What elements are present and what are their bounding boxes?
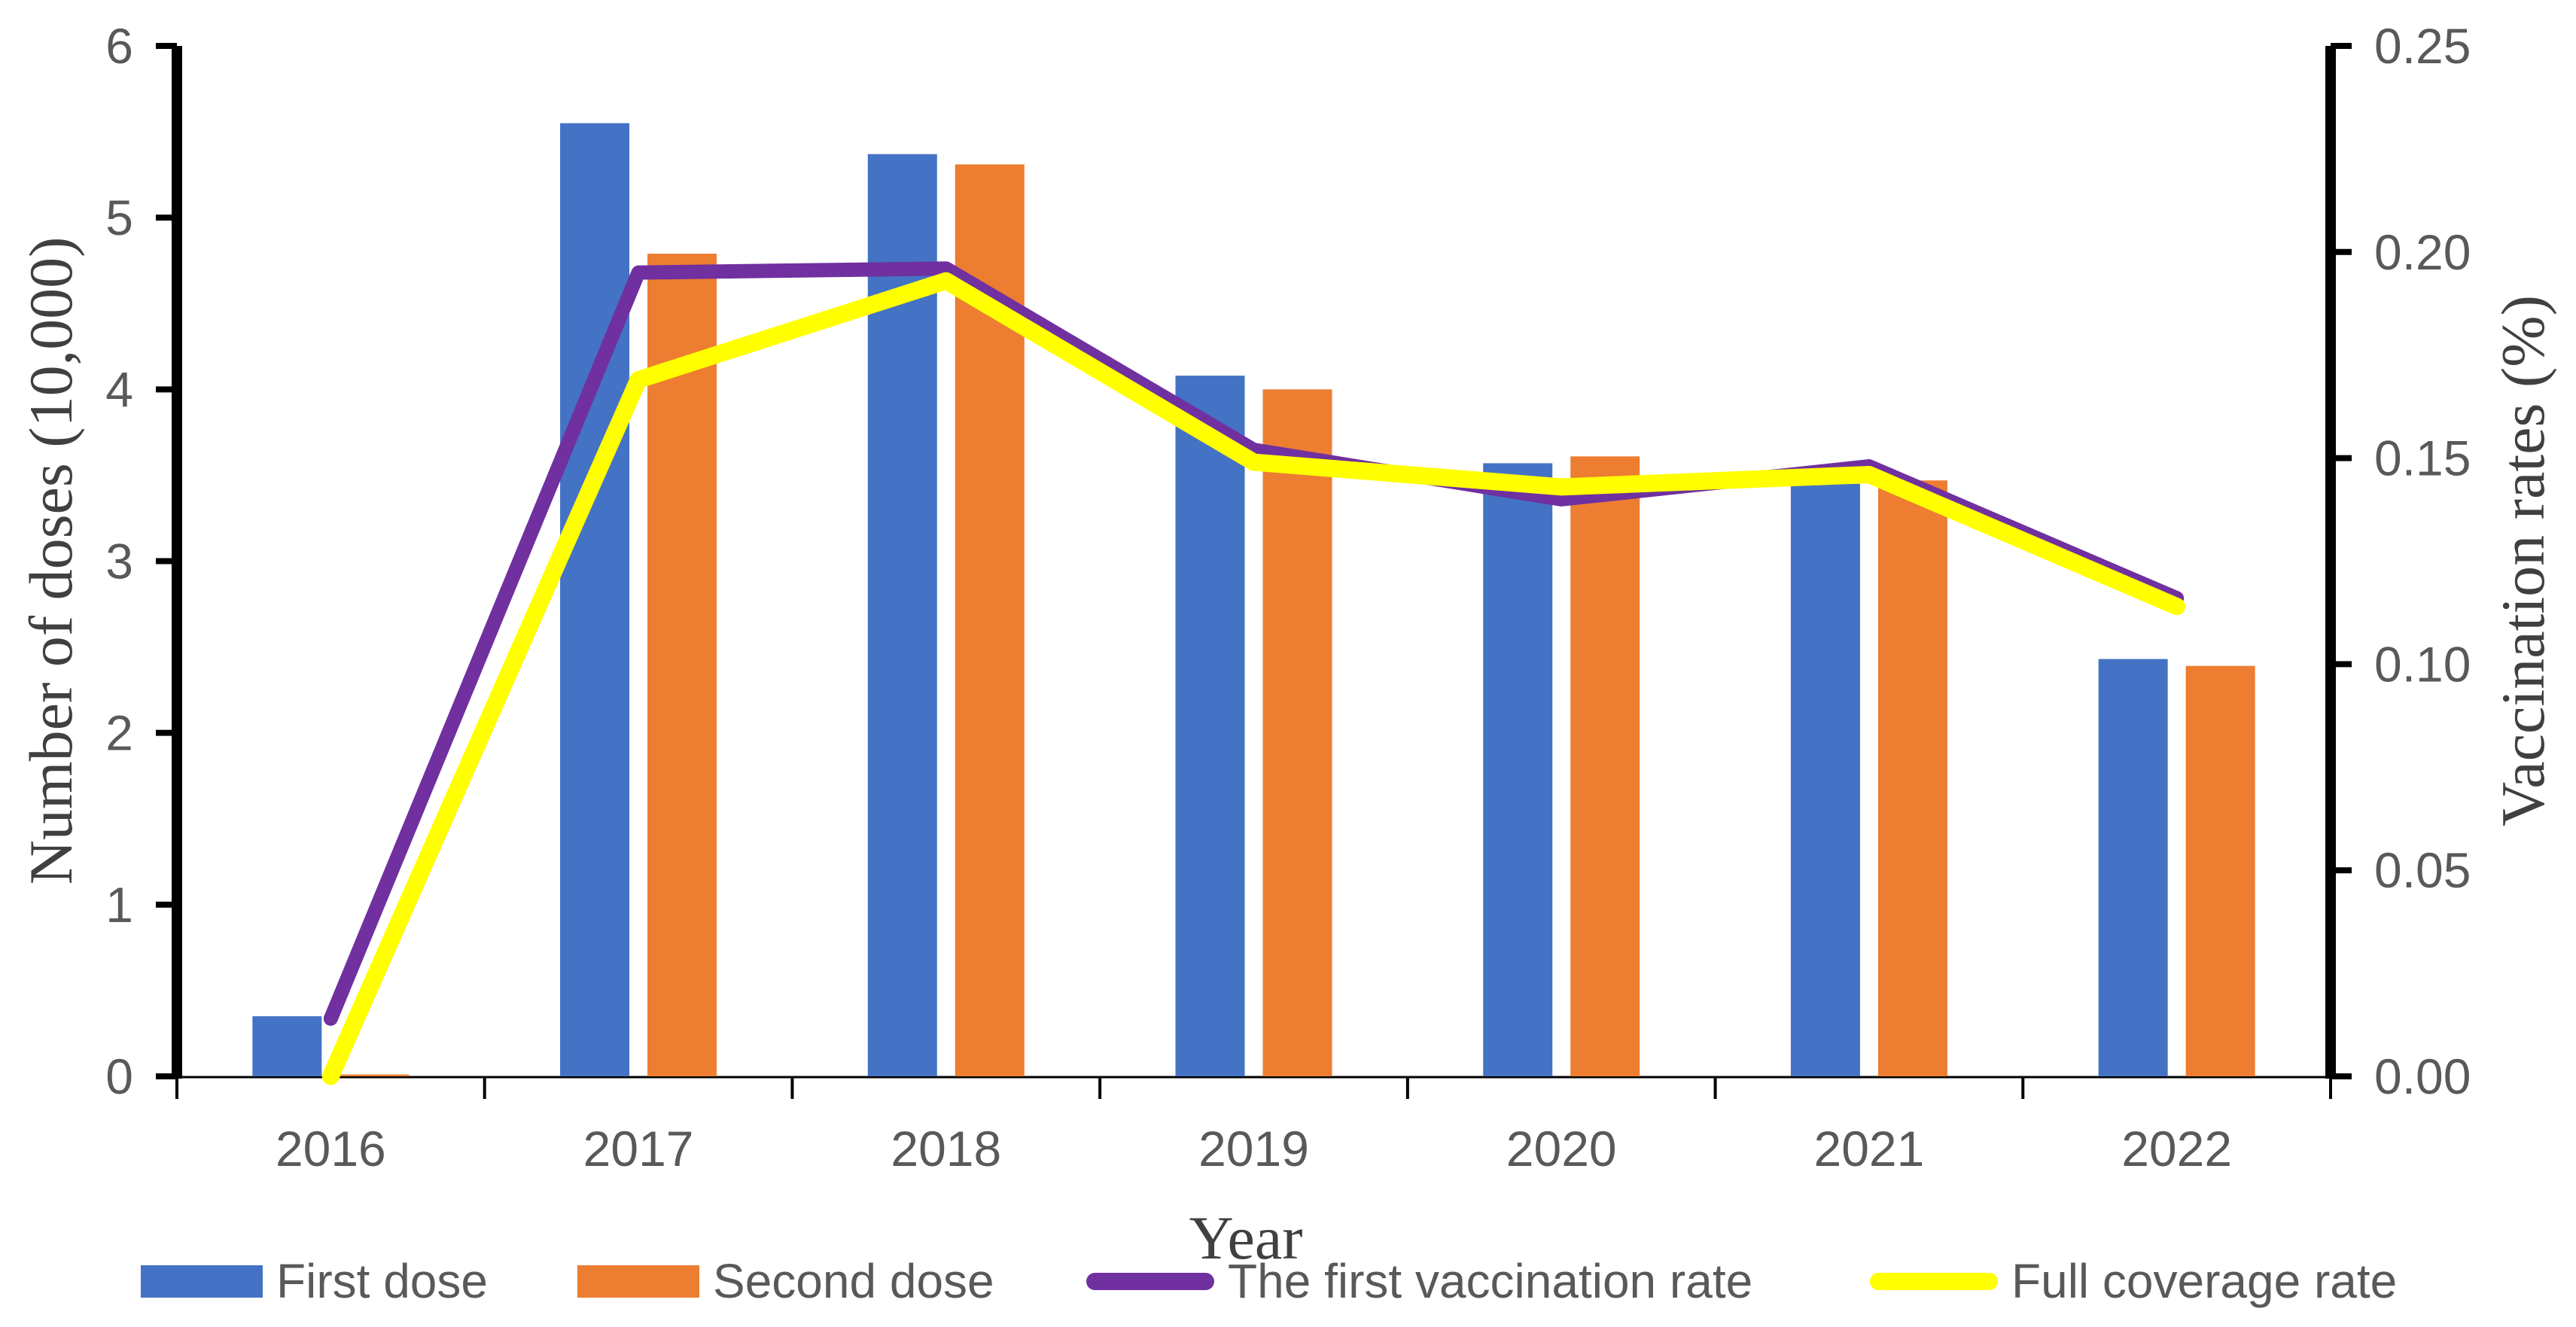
left-axis-tick-label: 2	[105, 705, 133, 761]
bar-second-dose-2020	[1570, 456, 1640, 1076]
left-axis-tick-label: 5	[105, 190, 133, 245]
right-axis-tick-label: 0.05	[2374, 842, 2471, 898]
x-tick-label-2022: 2022	[2121, 1121, 2232, 1176]
bar-second-dose-2016	[340, 1074, 410, 1076]
bar-first-dose-2019	[1175, 376, 1245, 1077]
bar-first-dose-2016	[252, 1016, 322, 1076]
left-axis-tick-label: 0	[105, 1049, 133, 1104]
bar-first-dose-2022	[2098, 659, 2168, 1076]
x-tick-label-2017: 2017	[583, 1121, 694, 1176]
x-tick-label-2019: 2019	[1198, 1121, 1309, 1176]
right-axis-tick-label: 0.00	[2374, 1049, 2471, 1104]
x-tick-label-2021: 2021	[1814, 1121, 1925, 1176]
bar-first-dose-2020	[1483, 463, 1553, 1076]
right-axis-tick-label: 0.25	[2374, 18, 2471, 74]
right-axis-tick-label: 0.10	[2374, 636, 2471, 692]
bar-second-dose-2022	[2185, 665, 2255, 1076]
x-tick-label-2016: 2016	[276, 1121, 386, 1176]
x-tick-label-2018: 2018	[891, 1121, 1001, 1176]
right-axis-tick-label: 0.20	[2374, 224, 2471, 280]
left-axis-tick-label: 3	[105, 534, 133, 589]
x-tick-label-2020: 2020	[1506, 1121, 1617, 1176]
bar-first-dose-2021	[1790, 483, 1860, 1076]
left-axis-tick-label: 1	[105, 877, 133, 933]
bar-second-dose-2019	[1262, 389, 1332, 1076]
x-axis-title: Year	[1189, 1204, 1303, 1272]
left-axis-tick-label: 4	[105, 361, 133, 417]
bar-second-dose-2017	[647, 254, 717, 1076]
bar-first-dose-2017	[560, 123, 630, 1076]
left-axis-tick-label: 6	[105, 18, 133, 74]
bar-second-dose-2021	[1877, 480, 1947, 1076]
line-full-coverage-rate	[321, 272, 2186, 1085]
right-axis-tick-label: 0.15	[2374, 431, 2471, 486]
